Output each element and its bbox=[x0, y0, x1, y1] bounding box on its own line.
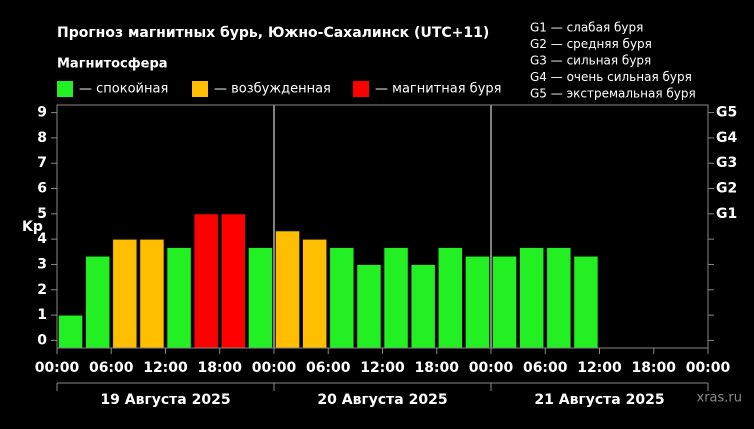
y-tick-label: 2 bbox=[37, 282, 47, 298]
y-tick-label: 5 bbox=[37, 206, 47, 222]
bars bbox=[57, 213, 599, 348]
y2-tick-label: G4 bbox=[716, 130, 737, 146]
plot-frame bbox=[56, 104, 709, 349]
bar bbox=[410, 263, 436, 348]
bar bbox=[112, 238, 138, 348]
storm-scale-label: G3 — сильная буря bbox=[530, 54, 651, 68]
x-tick-label: 00:00 bbox=[252, 360, 297, 376]
day-label: 19 Августа 2025 bbox=[100, 392, 230, 408]
bar bbox=[329, 247, 355, 348]
bar bbox=[464, 255, 491, 348]
x-tick-label: 00:00 bbox=[469, 360, 514, 376]
bar bbox=[247, 247, 274, 348]
bar bbox=[57, 314, 84, 348]
chart-title: Прогноз магнитных бурь, Южно-Сахалинск (… bbox=[57, 25, 489, 41]
x-tick-label: 18:00 bbox=[631, 360, 676, 376]
bar bbox=[518, 247, 545, 348]
bar bbox=[220, 213, 247, 348]
storm-scale-label: G4 — очень сильная буря bbox=[530, 70, 692, 84]
x-tick-label: 12:00 bbox=[143, 360, 188, 376]
day-label: 20 Августа 2025 bbox=[317, 392, 447, 408]
y-tick-label: 0 bbox=[37, 332, 47, 348]
x-tick-label: 06:00 bbox=[523, 360, 568, 376]
legend-label: — магнитная буря bbox=[375, 82, 501, 97]
bar bbox=[573, 255, 599, 348]
x-tick-label: 06:00 bbox=[89, 360, 134, 376]
day-label: 21 Августа 2025 bbox=[534, 392, 664, 408]
legend-swatch bbox=[57, 81, 73, 97]
legend-title: Магнитосфера bbox=[57, 57, 168, 72]
y-tick-label: 7 bbox=[37, 155, 47, 171]
bar bbox=[491, 255, 518, 348]
bar bbox=[301, 238, 328, 348]
y-tick-label: 1 bbox=[37, 307, 47, 323]
y-tick-label: 6 bbox=[37, 181, 47, 197]
bar bbox=[166, 247, 192, 348]
x-tick-label: 06:00 bbox=[306, 360, 351, 376]
y-axis-label: Kp bbox=[22, 219, 43, 235]
bar bbox=[356, 263, 382, 348]
bar bbox=[193, 213, 219, 348]
bar bbox=[383, 247, 409, 348]
x-tick-label: 18:00 bbox=[414, 360, 459, 376]
storm-scale-label: G5 — экстремальная буря bbox=[530, 87, 696, 101]
y2-tick-label: G1 bbox=[716, 206, 737, 222]
y2-tick-label: G3 bbox=[716, 155, 737, 171]
storm-scale-label: G1 — слабая буря bbox=[530, 21, 643, 35]
y-tick-label: 9 bbox=[37, 105, 47, 121]
bar bbox=[546, 247, 572, 348]
y-tick-label: 3 bbox=[37, 256, 47, 272]
x-tick-label: 18:00 bbox=[197, 360, 242, 376]
y-tick-label: 4 bbox=[37, 231, 47, 247]
legend-swatch bbox=[353, 81, 369, 97]
bar bbox=[84, 255, 111, 348]
y-tick-label: 8 bbox=[37, 130, 47, 146]
bar bbox=[274, 230, 301, 348]
y2-tick-label: G5 bbox=[716, 105, 737, 121]
storm-scale-label: G2 — средняя буря bbox=[530, 37, 652, 51]
x-tick-label: 12:00 bbox=[577, 360, 622, 376]
legend-label: — возбужденная bbox=[214, 82, 331, 97]
x-tick-label: 12:00 bbox=[360, 360, 405, 376]
legend-label: — спокойная bbox=[79, 82, 168, 97]
bar bbox=[437, 247, 464, 348]
legend-swatch bbox=[192, 81, 208, 97]
x-tick-label: 00:00 bbox=[686, 360, 731, 376]
y2-tick-label: G2 bbox=[716, 181, 737, 197]
x-tick-label: 00:00 bbox=[35, 360, 80, 376]
watermark: xras.ru bbox=[697, 391, 743, 406]
bar bbox=[139, 238, 165, 348]
